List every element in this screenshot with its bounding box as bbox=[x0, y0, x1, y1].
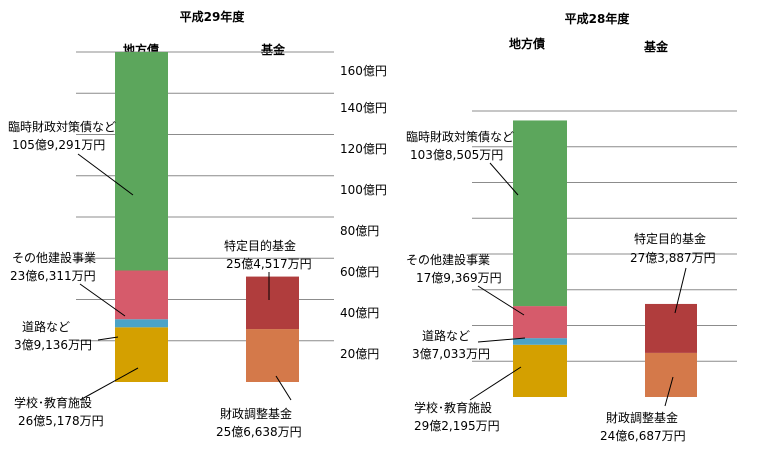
bar-segment-special bbox=[246, 276, 299, 330]
annotation-amount: 23億6,311万円 bbox=[10, 269, 96, 283]
annotation-amount: 103億8,505万円 bbox=[410, 148, 503, 162]
chart-h29: 平成29年度 地方債 基金 20億円 40億円 60億円 80億円 100億円 … bbox=[8, 9, 387, 439]
annotation-label: 道路など bbox=[22, 319, 70, 334]
annotation-amount: 3億9,136万円 bbox=[14, 338, 92, 352]
annotation-label: その他建設事業 bbox=[406, 252, 490, 267]
chart-h29-leader-lines bbox=[77, 153, 292, 401]
chart-h29-annotations: 臨時財政対策債など 105億9,291万円 その他建設事業 23億6,311万円… bbox=[8, 119, 312, 439]
chart-h28-bars bbox=[513, 120, 697, 397]
annotation-label: 財政調整基金 bbox=[606, 410, 678, 425]
y-tick-label: 80億円 bbox=[340, 224, 379, 238]
annotation-label: 特定目的基金 bbox=[634, 231, 706, 246]
annotation-label: その他建設事業 bbox=[12, 250, 96, 265]
chart-h28-leader-lines bbox=[469, 162, 687, 407]
chart-h28-title: 平成28年度 bbox=[565, 11, 631, 26]
annotation-amount: 25億4,517万円 bbox=[226, 257, 312, 271]
bar-segment-school bbox=[115, 327, 168, 382]
annotation-label: 道路など bbox=[422, 328, 470, 343]
bar-segment-road bbox=[513, 338, 567, 345]
annotation-amount: 27億3,887万円 bbox=[630, 251, 716, 265]
y-tick-label: 160億円 bbox=[340, 64, 387, 78]
annotation-amount: 105億9,291万円 bbox=[12, 138, 105, 152]
bar-segment-special bbox=[645, 303, 697, 353]
bar-segment-road bbox=[115, 319, 168, 328]
annotation-label: 学校･教育施設 bbox=[414, 400, 492, 415]
y-tick-label: 60億円 bbox=[340, 265, 379, 279]
bar-segment-school bbox=[513, 344, 567, 397]
chart-h29-y-axis-ticks: 20億円 40億円 60億円 80億円 100億円 120億円 140億円 16… bbox=[340, 64, 387, 361]
annotation-amount: 25億6,638万円 bbox=[216, 425, 302, 439]
annotation-amount: 17億9,369万円 bbox=[416, 271, 502, 285]
chart-h29-gridlines bbox=[76, 51, 334, 342]
chart-h28: 平成28年度 地方債 基金 臨時財政対策債など 103億8,505万円 その他建… bbox=[406, 11, 737, 443]
annotation-label: 特定目的基金 bbox=[224, 238, 296, 253]
chart-h29-category-funds: 基金 bbox=[260, 42, 286, 57]
y-tick-label: 40億円 bbox=[340, 306, 379, 320]
annotation-label: 臨時財政対策債など bbox=[8, 119, 116, 134]
annotation-amount: 3億7,033万円 bbox=[412, 347, 490, 361]
annotation-label: 学校･教育施設 bbox=[14, 395, 92, 410]
bar-segment-temp bbox=[115, 52, 168, 271]
annotation-amount: 24億6,687万円 bbox=[600, 429, 686, 443]
chart-h28-annotations: 臨時財政対策債など 103億8,505万円 その他建設事業 17億9,369万円… bbox=[406, 129, 716, 443]
chart-h28-category-funds: 基金 bbox=[643, 39, 669, 54]
bar-segment-adjust bbox=[246, 329, 299, 382]
chart-h29-bars bbox=[115, 52, 299, 382]
annotation-label: 臨時財政対策債など bbox=[406, 129, 514, 144]
y-tick-label: 20億円 bbox=[340, 347, 379, 361]
annotation-amount: 29億2,195万円 bbox=[414, 419, 500, 433]
y-tick-label: 100億円 bbox=[340, 183, 387, 197]
y-tick-label: 140億円 bbox=[340, 101, 387, 115]
bar-segment-adjust bbox=[645, 352, 697, 397]
annotation-label: 財政調整基金 bbox=[220, 406, 292, 421]
chart-h28-category-bonds: 地方債 bbox=[509, 36, 545, 51]
chart-h29-title: 平成29年度 bbox=[180, 9, 246, 24]
annotation-amount: 26億5,178万円 bbox=[18, 414, 104, 428]
y-tick-label: 120億円 bbox=[340, 142, 387, 156]
bar-segment-temp bbox=[513, 120, 567, 307]
bar-segment-other bbox=[115, 270, 168, 320]
bar-segment-other bbox=[513, 306, 567, 339]
